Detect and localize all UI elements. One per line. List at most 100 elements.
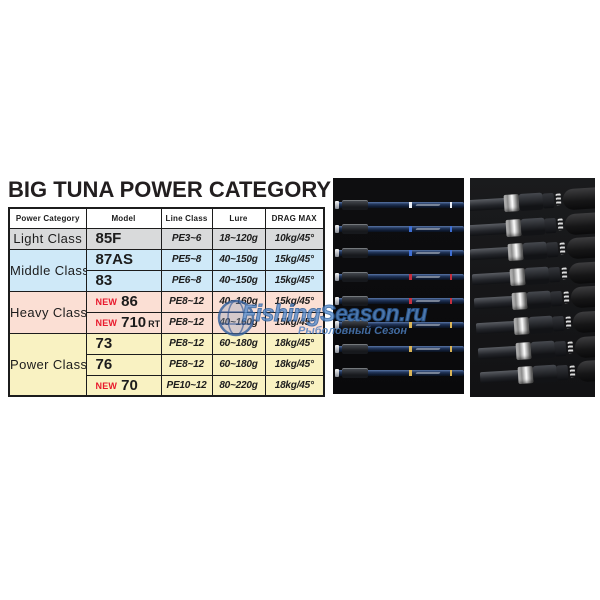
rod-blank — [333, 223, 464, 234]
spec-table: Power Category Model Line Class Lure DRA… — [8, 207, 325, 397]
new-badge: NEW — [95, 380, 118, 391]
model-cell: 76 — [85, 353, 162, 376]
reel-seat-body — [518, 192, 544, 212]
rod-grips-photo-panel — [470, 178, 595, 397]
model-marking — [563, 291, 570, 305]
rod-blank-body — [335, 370, 464, 376]
lure-cell: 40~150g — [211, 269, 266, 292]
rod-blank — [333, 367, 464, 378]
watermark-subtitle: Рыболовный Сезон — [298, 325, 408, 337]
reel-seat-chrome-ring — [507, 243, 524, 262]
reel-seat-nut — [554, 340, 567, 357]
header-model: Model — [85, 207, 162, 229]
rod-accent-wrap — [450, 274, 452, 280]
rod-brand-marking — [415, 276, 441, 278]
eva-foam-grip — [576, 358, 595, 383]
eva-foam-grip — [570, 285, 595, 309]
table-row: Middle Class 87AS PE5~8 40~150g 15kg/45° — [8, 248, 325, 292]
rod-accent-wrap — [409, 274, 412, 280]
rod-tip-band — [335, 273, 339, 281]
rod-tip-band — [335, 321, 339, 329]
model-cell: NEW 70 — [85, 374, 162, 397]
header-power-category: Power Category — [8, 207, 87, 229]
rod-ferrule — [342, 368, 368, 378]
rod-ferrule — [342, 272, 368, 282]
rod-tip-band — [335, 297, 339, 305]
rod-blank — [333, 199, 464, 210]
category-cell-heavy: Heavy Class — [8, 290, 87, 334]
model-cell: 73 — [85, 332, 162, 355]
drag-max-cell: 10kg/45° — [264, 227, 325, 250]
header-drag-max: DRAG MAX — [264, 207, 325, 229]
grip-blank — [479, 370, 521, 384]
grip-blank — [471, 271, 513, 286]
rod-brand-marking — [415, 228, 441, 230]
rod-accent-wrap — [409, 322, 412, 328]
reel-seat-nut — [552, 315, 565, 332]
rod-brand-marking — [415, 204, 441, 206]
model-suffix: RT — [148, 319, 161, 329]
line-class-cell: PE3~6 — [160, 227, 213, 250]
rod-ferrule — [342, 224, 368, 234]
eva-foam-grip — [568, 260, 595, 285]
rod-brand-marking — [415, 348, 441, 350]
rod-ferrule — [342, 296, 368, 306]
model-marking — [565, 316, 572, 329]
rod-blanks-photo-panel — [333, 178, 464, 394]
rod-blank-body — [335, 274, 464, 280]
rod-tip-band — [335, 225, 339, 233]
rod-ferrule — [342, 344, 368, 354]
lure-cell: 60~180g — [211, 353, 266, 376]
drag-max-cell: 15kg/45° — [264, 311, 325, 334]
lure-cell: 80~220g — [211, 374, 266, 397]
rod-blank-body — [335, 298, 464, 304]
line-class-cell: PE6~8 — [160, 269, 213, 292]
rod-blank — [333, 343, 464, 354]
watermark-site-name: FishingSeason.ru — [242, 300, 428, 327]
header-line-class: Line Class — [160, 207, 213, 229]
eva-foam-grip — [564, 211, 595, 235]
reel-seat-body — [528, 315, 554, 335]
rod-brand-marking — [415, 252, 441, 254]
model-cell: 83 — [85, 269, 162, 292]
rod-blank — [333, 295, 464, 306]
rod-accent-wrap — [409, 346, 412, 352]
drag-max-cell: 18kg/45° — [264, 353, 325, 376]
lure-cell: 40~150g — [211, 248, 266, 271]
line-class-cell: PE8~12 — [160, 332, 213, 355]
reel-seat-chrome-ring — [509, 267, 526, 286]
rod-brand-marking — [415, 372, 441, 374]
grip-blank — [475, 320, 517, 335]
line-class-cell: PE8~12 — [160, 290, 213, 313]
drag-max-cell: 18kg/45° — [264, 374, 325, 397]
category-cell-power: Power Class — [8, 332, 87, 397]
grip-blank — [477, 345, 519, 359]
grip-blank — [470, 247, 511, 261]
model-marking — [559, 242, 566, 255]
new-badge: NEW — [95, 318, 118, 328]
rod-ferrule — [342, 320, 368, 330]
reel-seat-nut — [556, 365, 569, 381]
rod-blank — [333, 271, 464, 282]
rod-accent-wrap — [450, 226, 452, 232]
table-row: NEW 70 PE10~12 80~220g 18kg/45° — [9, 374, 325, 397]
eva-foam-grip — [574, 334, 595, 358]
model-cell: NEW 710 RT — [85, 311, 162, 334]
rod-tip-band — [335, 201, 339, 209]
reel-seat-nut — [550, 291, 563, 307]
rod-accent-wrap — [409, 226, 412, 232]
reel-seat-chrome-ring — [513, 317, 530, 335]
reel-seat-chrome-ring — [515, 341, 532, 360]
reel-seat-chrome-ring — [511, 292, 528, 311]
page-title: BIG TUNA POWER CATEGORY — [8, 177, 332, 202]
table-row: Light Class 85F PE3~6 18~120g 10kg/45° — [8, 227, 325, 250]
eva-foam-grip — [572, 309, 595, 334]
model-marking — [567, 341, 574, 354]
table-row: 83 PE6~8 40~150g 15kg/45° — [9, 269, 325, 292]
rod-blank-body — [335, 346, 464, 352]
rod-ferrule — [342, 248, 368, 258]
rod-tip-band — [335, 249, 339, 257]
reel-seat-body — [532, 364, 558, 384]
globe-icon — [217, 299, 255, 337]
